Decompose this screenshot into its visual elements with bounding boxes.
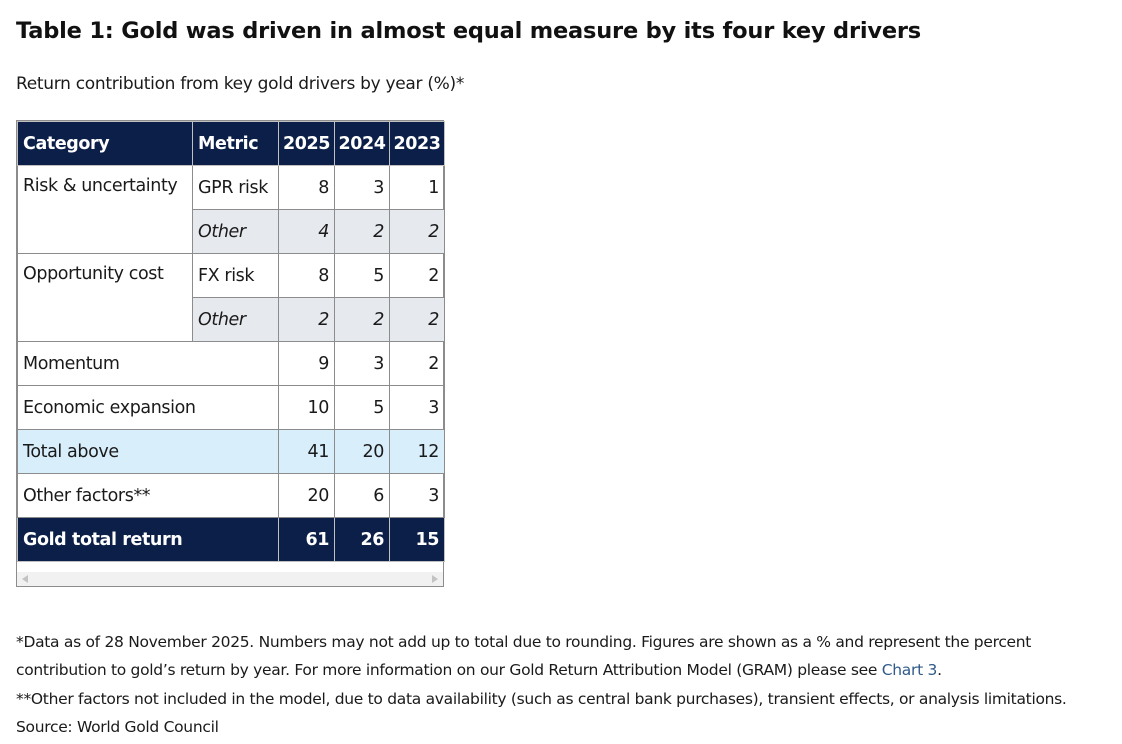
value-2023: 2 [389,341,445,386]
value-2024: 26 [334,517,390,562]
header-category: Category [17,121,193,166]
table-subtitle: Return contribution from key gold driver… [16,74,465,94]
category-gold-total-return: Gold total return [17,517,279,562]
header-2023: 2023 [389,121,445,166]
value-2025: 41 [278,429,335,474]
value-2023: 3 [389,473,445,518]
value-2025: 4 [278,209,335,254]
value-2024: 2 [334,209,390,254]
footnotes: *Data as of 28 November 2025. Numbers ma… [16,628,1120,741]
value-2025: 10 [278,385,335,430]
category-momentum: Momentum [17,341,279,386]
page-title: Table 1: Gold was driven in almost equal… [16,18,921,44]
footnote-gram-period: . [937,661,942,680]
value-2023: 2 [389,253,445,298]
header-2025: 2025 [278,121,335,166]
category-economic-expansion: Economic expansion [17,385,279,430]
table-row: Other 4 2 2 [18,209,445,254]
table-row: Other factors** 20 6 3 [17,473,445,518]
scroll-right-arrow-icon[interactable] [432,575,438,583]
value-2025: 2 [278,297,335,342]
category-risk-uncertainty: Risk & uncertainty [17,165,193,254]
gold-drivers-table: Category Metric 2025 2024 2023 Risk & un… [17,121,445,562]
category-total-above: Total above [17,429,279,474]
table-header-row: Category Metric 2025 2024 2023 [17,121,445,166]
value-2025: 61 [278,517,335,562]
table-container: Category Metric 2025 2024 2023 Risk & un… [16,120,445,587]
category-other-factors: Other factors** [17,473,279,518]
value-2023: 15 [389,517,445,562]
table-row-total-above: Total above 41 20 12 [17,429,445,474]
value-2023: 1 [389,165,445,210]
value-2025: 8 [278,165,335,210]
value-2024: 5 [334,253,390,298]
table-row-gold-total-return: Gold total return 61 26 15 [17,517,445,562]
chart-3-link[interactable]: Chart 3 [881,661,938,680]
value-2025: 20 [278,473,335,518]
category-opportunity-cost: Opportunity cost [17,253,193,342]
header-metric: Metric [192,121,279,166]
value-2024: 5 [334,385,390,430]
footnote-gram-note: contribution to gold’s return by year. F… [16,656,1120,684]
table-row: Economic expansion 10 5 3 [17,385,445,430]
table-row: Opportunity cost FX risk 8 5 2 [17,253,445,342]
header-2024: 2024 [334,121,390,166]
metric-other: Other [192,297,279,342]
metric-gpr-risk: GPR risk [192,165,279,210]
source-note: Source: World Gold Council [16,717,219,736]
value-2023: 12 [389,429,445,474]
value-2024: 3 [334,341,390,386]
table-row: Momentum 9 3 2 [17,341,445,386]
value-2024: 6 [334,473,390,518]
scroll-left-arrow-icon[interactable] [22,575,28,583]
value-2023: 3 [389,385,445,430]
value-2023: 2 [389,297,445,342]
metric-other: Other [192,209,279,254]
footnote-data-note: *Data as of 28 November 2025. Numbers ma… [16,633,1032,651]
value-2024: 2 [334,297,390,342]
value-2024: 3 [334,165,390,210]
horizontal-scrollbar[interactable] [17,572,443,586]
value-2024: 20 [334,429,390,474]
metric-fx-risk: FX risk [192,253,279,298]
value-2023: 2 [389,209,445,254]
table-row: Risk & uncertainty GPR risk 8 3 1 [17,165,445,254]
footnote-gram-text: contribution to gold’s return by year. F… [16,661,882,680]
value-2025: 8 [278,253,335,298]
footnote-other-factors: **Other factors not included in the mode… [16,689,1067,708]
value-2025: 9 [278,341,335,386]
